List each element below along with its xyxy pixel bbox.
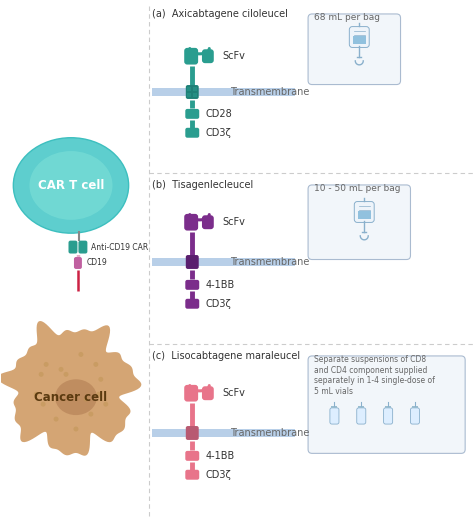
Text: 4-1BB: 4-1BB: [205, 280, 235, 290]
FancyBboxPatch shape: [308, 356, 465, 454]
Circle shape: [103, 401, 108, 407]
FancyBboxPatch shape: [410, 408, 419, 424]
Text: Cancer cell: Cancer cell: [35, 390, 108, 404]
Text: Transmembrane: Transmembrane: [230, 257, 310, 267]
FancyBboxPatch shape: [185, 280, 199, 290]
Text: CD3ζ: CD3ζ: [205, 299, 231, 309]
Text: 68 mL per bag: 68 mL per bag: [313, 14, 380, 22]
FancyBboxPatch shape: [349, 27, 369, 48]
FancyBboxPatch shape: [184, 48, 198, 65]
FancyBboxPatch shape: [202, 215, 214, 229]
Text: (c)  Lisocabtagene maraleucel: (c) Lisocabtagene maraleucel: [153, 351, 301, 361]
FancyBboxPatch shape: [202, 49, 214, 63]
FancyBboxPatch shape: [357, 408, 366, 424]
FancyBboxPatch shape: [184, 385, 198, 401]
Bar: [187, 87, 191, 91]
Bar: [358, 211, 371, 219]
Circle shape: [54, 417, 59, 422]
FancyBboxPatch shape: [185, 451, 199, 461]
Circle shape: [34, 392, 39, 397]
Bar: [385, 406, 391, 408]
Text: CD28: CD28: [205, 109, 232, 119]
Circle shape: [98, 377, 103, 382]
Text: ScFv: ScFv: [222, 217, 245, 227]
Text: ScFv: ScFv: [222, 388, 245, 398]
FancyBboxPatch shape: [185, 128, 199, 138]
FancyBboxPatch shape: [202, 386, 214, 400]
Text: Transmembrane: Transmembrane: [230, 428, 310, 438]
Circle shape: [39, 372, 44, 377]
FancyBboxPatch shape: [69, 241, 77, 254]
FancyBboxPatch shape: [184, 214, 198, 231]
FancyBboxPatch shape: [308, 14, 401, 85]
FancyBboxPatch shape: [383, 408, 392, 424]
FancyBboxPatch shape: [185, 109, 199, 119]
Bar: [187, 93, 191, 97]
FancyBboxPatch shape: [308, 185, 410, 259]
Bar: [331, 406, 337, 408]
Text: CD3ζ: CD3ζ: [205, 128, 231, 138]
Circle shape: [59, 367, 64, 372]
Bar: [193, 87, 197, 91]
FancyBboxPatch shape: [330, 408, 339, 424]
Bar: [153, 88, 295, 93]
FancyBboxPatch shape: [78, 241, 87, 254]
FancyBboxPatch shape: [186, 255, 199, 269]
Text: Transmembrane: Transmembrane: [230, 87, 310, 97]
Text: (a)  Axicabtagene ciloleucel: (a) Axicabtagene ciloleucel: [153, 9, 288, 19]
Ellipse shape: [29, 151, 112, 220]
Circle shape: [64, 372, 69, 377]
Bar: [358, 406, 365, 408]
Text: ScFv: ScFv: [222, 51, 245, 61]
Bar: [412, 406, 418, 408]
Circle shape: [44, 362, 49, 367]
Circle shape: [83, 397, 88, 401]
Circle shape: [73, 426, 78, 432]
Text: CD3ζ: CD3ζ: [205, 470, 231, 480]
Ellipse shape: [13, 138, 128, 233]
FancyBboxPatch shape: [186, 426, 199, 440]
FancyBboxPatch shape: [354, 201, 374, 222]
FancyBboxPatch shape: [185, 470, 199, 480]
Text: CAR T cell: CAR T cell: [38, 179, 104, 192]
Text: Anti-CD19 CAR: Anti-CD19 CAR: [91, 243, 148, 252]
Ellipse shape: [55, 379, 97, 415]
FancyBboxPatch shape: [185, 299, 199, 309]
Bar: [153, 432, 295, 437]
Bar: [153, 91, 295, 96]
Circle shape: [96, 392, 101, 397]
Text: (b)  Tisagenlecleucel: (b) Tisagenlecleucel: [153, 181, 254, 191]
Polygon shape: [0, 321, 141, 456]
FancyBboxPatch shape: [186, 85, 199, 99]
Bar: [153, 258, 295, 263]
Circle shape: [41, 401, 46, 407]
Text: 10 - 50 mL per bag: 10 - 50 mL per bag: [313, 184, 400, 194]
Circle shape: [88, 412, 93, 417]
Bar: [153, 429, 295, 434]
Text: Separate suspensions of CD8
and CD4 component supplied
separately in 1-4 single-: Separate suspensions of CD8 and CD4 comp…: [313, 355, 435, 396]
Circle shape: [93, 362, 98, 367]
Text: 4-1BB: 4-1BB: [205, 451, 235, 461]
Bar: [353, 37, 366, 44]
FancyBboxPatch shape: [74, 257, 82, 269]
Text: CD19: CD19: [87, 258, 108, 267]
Circle shape: [78, 352, 83, 357]
Bar: [153, 261, 295, 266]
Bar: [193, 93, 197, 97]
